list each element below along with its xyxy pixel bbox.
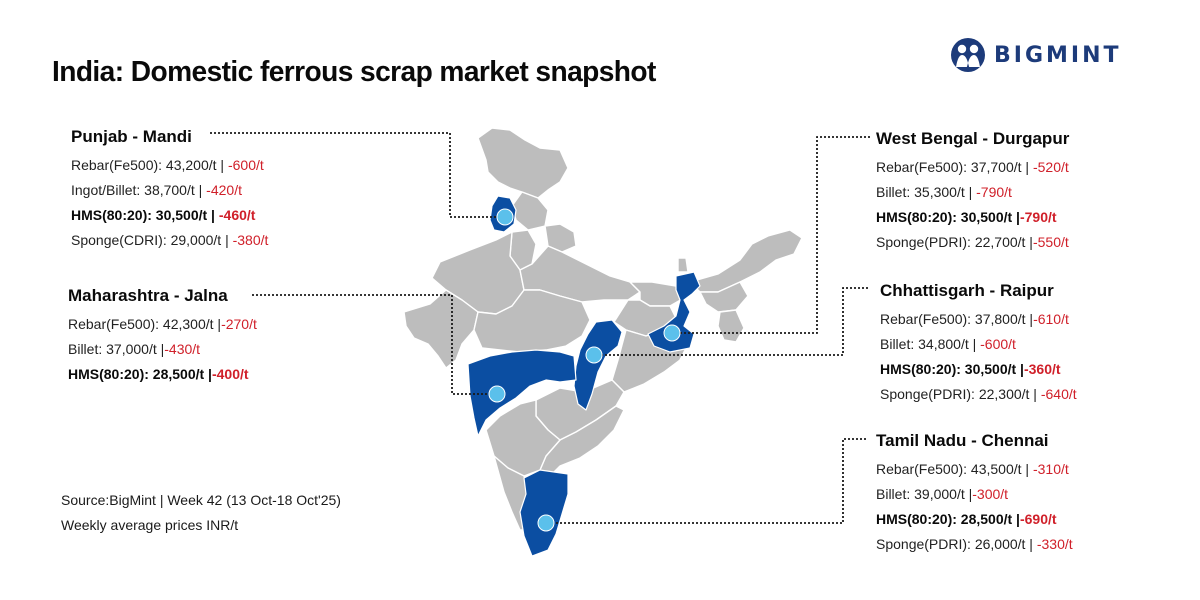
price-row: Sponge(CDRI): 29,000/t | -380/t bbox=[71, 232, 269, 248]
price-row: Ingot/Billet: 38,700/t | -420/t bbox=[71, 182, 242, 198]
price-row: Rebar(Fe500): 43,200/t | -600/t bbox=[71, 157, 264, 173]
leader-line-maharashtra bbox=[252, 294, 497, 395]
leader-line-west-bengal bbox=[672, 136, 870, 334]
price-change: -790/t bbox=[976, 184, 1012, 200]
price-change: -460/t bbox=[218, 207, 256, 223]
price-change: -520/t bbox=[1032, 159, 1069, 175]
state-chhattisgarh bbox=[573, 319, 623, 411]
marker-west-bengal bbox=[663, 324, 681, 342]
units-line: Weekly average prices INR/t bbox=[61, 517, 239, 533]
price-row: HMS(80:20): 30,500/t | -460/t bbox=[71, 207, 256, 223]
price-change: -420/t bbox=[206, 182, 242, 198]
price-row: HMS(80:20): 30,500/t |-790/t bbox=[876, 209, 1057, 225]
callout-heading: West Bengal - Durgapur bbox=[876, 129, 1070, 148]
price-change: -690/t bbox=[1019, 511, 1057, 527]
source-line: Source:BigMint | Week 42 (13 Oct-18 Oct'… bbox=[61, 492, 341, 508]
price-change: -360/t bbox=[1023, 361, 1061, 377]
callout-heading: Punjab - Mandi bbox=[71, 127, 192, 146]
state-tamil-nadu bbox=[519, 469, 569, 557]
marker-tamil-nadu bbox=[537, 514, 555, 532]
page-title: India: Domestic ferrous scrap market sna… bbox=[52, 56, 656, 88]
price-row: Sponge(PDRI): 22,700/t |-550/t bbox=[876, 234, 1069, 250]
marker-chhattisgarh bbox=[585, 346, 603, 364]
price-change: -270/t bbox=[221, 316, 257, 332]
state-maharashtra bbox=[467, 349, 577, 437]
state-west-bengal bbox=[647, 271, 701, 353]
price-row: Billet: 35,300/t | -790/t bbox=[876, 184, 1012, 200]
source-note: Source:BigMint | Week 42 (13 Oct-18 Oct'… bbox=[61, 488, 341, 538]
price-change: -400/t bbox=[211, 366, 249, 382]
leader-line-chhattisgarh bbox=[594, 287, 868, 356]
price-change: -600/t bbox=[980, 336, 1016, 352]
price-row: Rebar(Fe500): 42,300/t |-270/t bbox=[68, 316, 257, 332]
price-change: -600/t bbox=[227, 157, 264, 173]
price-row: Rebar(Fe500): 37,800/t |-610/t bbox=[880, 311, 1069, 327]
marker-punjab bbox=[496, 208, 514, 226]
leader-lines bbox=[210, 132, 870, 524]
price-row: Billet: 34,800/t | -600/t bbox=[880, 336, 1016, 352]
callout-heading: Tamil Nadu - Chennai bbox=[876, 431, 1049, 450]
price-row: Billet: 37,000/t |-430/t bbox=[68, 341, 201, 357]
price-change: -640/t bbox=[1040, 386, 1077, 402]
price-row: Sponge(PDRI): 26,000/t | -330/t bbox=[876, 536, 1073, 552]
price-row: Billet: 39,000/t |-300/t bbox=[876, 486, 1009, 502]
callout-tamil-nadu: Tamil Nadu - Chennai Rebar(Fe500): 43,50… bbox=[876, 431, 1073, 557]
callout-maharashtra: Maharashtra - Jalna Rebar(Fe500): 42,300… bbox=[68, 286, 257, 387]
bigmint-logo-text: BIGMINT bbox=[994, 42, 1122, 68]
callout-heading: Maharashtra - Jalna bbox=[68, 286, 228, 305]
price-row: Rebar(Fe500): 43,500/t | -310/t bbox=[876, 461, 1069, 477]
price-row: Sponge(PDRI): 22,300/t | -640/t bbox=[880, 386, 1077, 402]
marker-maharashtra bbox=[488, 385, 506, 403]
bigmint-logo: BIGMINT bbox=[950, 37, 1122, 73]
price-change: -550/t bbox=[1032, 234, 1069, 250]
callout-west-bengal: West Bengal - Durgapur Rebar(Fe500): 37,… bbox=[876, 129, 1069, 255]
price-row: HMS(80:20): 28,500/t |-690/t bbox=[876, 511, 1057, 527]
callout-chhattisgarh: Chhattisgarh - Raipur Rebar(Fe500): 37,8… bbox=[880, 281, 1077, 407]
price-row: Rebar(Fe500): 37,700/t | -520/t bbox=[876, 159, 1069, 175]
price-change: -300/t bbox=[972, 486, 1009, 502]
callout-heading: Chhattisgarh - Raipur bbox=[880, 281, 1054, 300]
highlighted-states bbox=[467, 195, 701, 557]
price-change: -610/t bbox=[1033, 311, 1069, 327]
bigmint-logo-icon bbox=[951, 38, 985, 72]
price-change: -310/t bbox=[1032, 461, 1069, 477]
leader-line-tamil-nadu bbox=[546, 438, 866, 524]
price-row: HMS(80:20): 28,500/t |-400/t bbox=[68, 366, 249, 382]
price-change: -330/t bbox=[1036, 536, 1073, 552]
price-change: -430/t bbox=[164, 341, 201, 357]
location-markers bbox=[488, 208, 681, 532]
map-land bbox=[403, 127, 803, 531]
price-row: HMS(80:20): 30,500/t |-360/t bbox=[880, 361, 1061, 377]
price-change: -380/t bbox=[232, 232, 269, 248]
callout-punjab: Punjab - Mandi Rebar(Fe500): 43,200/t | … bbox=[71, 127, 268, 253]
leader-line-punjab bbox=[210, 132, 505, 218]
price-change: -790/t bbox=[1019, 209, 1057, 225]
